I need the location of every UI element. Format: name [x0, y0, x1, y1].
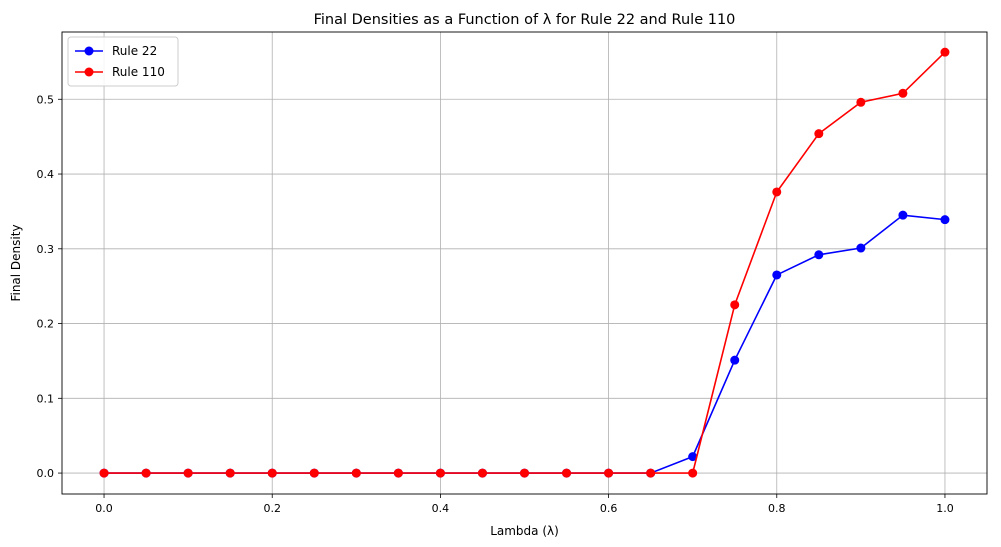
grid-lines	[62, 32, 987, 494]
legend: Rule 22 Rule 110	[67, 36, 179, 87]
x-tick-label: 0.8	[768, 502, 786, 515]
y-tick-label: 0.4	[37, 168, 55, 181]
data-point-rule-110	[604, 468, 614, 478]
data-point-rule-110	[772, 187, 782, 197]
data-point-rule-110	[898, 88, 908, 98]
y-tick-label: 0.5	[37, 93, 55, 106]
x-axis-label: Lambda (λ)	[490, 524, 559, 538]
series-rule-110	[99, 47, 950, 478]
data-point-rule-22	[772, 270, 782, 280]
y-tick-label: 0.1	[37, 392, 55, 405]
legend-marker-rule-110	[84, 67, 94, 77]
data-point-rule-110	[940, 47, 950, 57]
legend-marker-rule-22	[84, 46, 94, 56]
data-point-rule-22	[814, 250, 824, 260]
x-tick-label: 0.2	[263, 502, 281, 515]
y-axis-label: Final Density	[9, 224, 23, 301]
data-point-rule-110	[856, 97, 866, 107]
y-tick-label: 0.3	[37, 243, 55, 256]
data-point-rule-110	[183, 468, 193, 478]
data-point-rule-110	[520, 468, 529, 478]
x-tick-label: 0.0	[95, 502, 113, 515]
legend-label-rule-110: Rule 110	[112, 65, 165, 79]
data-point-rule-110	[646, 468, 656, 478]
y-axis-ticks: 0.0 0.1 0.2 0.3 0.4 0.5	[37, 93, 62, 480]
data-point-rule-110	[730, 300, 740, 310]
data-point-rule-22	[730, 355, 740, 365]
y-tick-label: 0.0	[37, 467, 55, 480]
data-point-rule-22	[940, 215, 950, 225]
data-point-rule-22	[898, 210, 908, 220]
data-point-rule-110	[688, 468, 698, 478]
y-tick-label: 0.2	[37, 318, 55, 331]
data-point-rule-22	[688, 452, 698, 462]
data-point-rule-110	[267, 468, 277, 478]
x-tick-label: 0.4	[432, 502, 450, 515]
chart-title: Final Densities as a Function of λ for R…	[314, 12, 736, 28]
data-point-rule-110	[477, 468, 487, 478]
data-point-rule-110	[435, 468, 445, 478]
data-point-rule-110	[814, 129, 824, 139]
data-point-rule-110	[99, 468, 109, 478]
data-point-rule-110	[309, 468, 319, 478]
data-point-rule-110	[562, 468, 572, 478]
legend-box	[67, 36, 179, 87]
data-point-rule-22	[856, 243, 866, 253]
plot-frame	[61, 31, 988, 495]
legend-label-rule-22: Rule 22	[112, 44, 157, 58]
data-point-rule-110	[393, 468, 403, 478]
x-axis-ticks: 0.0 0.2 0.4 0.6 0.8 1.0	[95, 494, 954, 515]
data-point-rule-110	[225, 468, 235, 478]
x-tick-label: 1.0	[936, 502, 954, 515]
data-point-rule-110	[141, 468, 151, 478]
data-point-rule-110	[351, 468, 361, 478]
x-tick-label: 0.6	[600, 502, 618, 515]
series-layer	[99, 47, 950, 478]
